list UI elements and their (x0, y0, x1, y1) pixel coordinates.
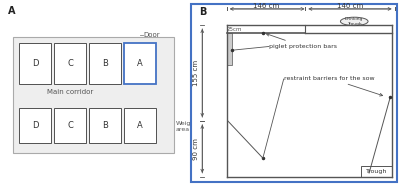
Text: 155 cm: 155 cm (193, 60, 199, 86)
Bar (124, 43, 156, 84)
Text: C: C (67, 59, 73, 68)
Text: Drinking
Trough: Drinking Trough (345, 17, 363, 26)
Text: D: D (32, 59, 38, 68)
Text: A: A (137, 59, 143, 68)
Text: restraint barriers for the sow: restraint barriers for the sow (284, 76, 383, 96)
Bar (89, 43, 121, 84)
Ellipse shape (340, 17, 368, 25)
Bar (227, 33, 232, 65)
Text: 140 cm: 140 cm (337, 3, 363, 9)
Bar (54, 43, 86, 84)
Text: piglet protection bars: piglet protection bars (266, 33, 337, 49)
Bar (124, 108, 156, 143)
Text: B: B (199, 7, 207, 17)
Bar (19, 108, 51, 143)
Text: B: B (102, 59, 108, 68)
Text: D: D (32, 121, 38, 130)
Text: A: A (137, 121, 143, 130)
Bar (14, 37, 174, 153)
Bar (360, 166, 393, 177)
Bar (19, 43, 51, 84)
Bar (89, 108, 121, 143)
Text: Door: Door (144, 32, 160, 38)
Text: 146 cm: 146 cm (253, 3, 279, 9)
Text: C: C (67, 121, 73, 130)
Text: Trough: Trough (366, 169, 387, 174)
Text: Weighing
area: Weighing area (176, 121, 205, 132)
Text: Main corridor: Main corridor (47, 89, 93, 95)
Text: 90 cm: 90 cm (193, 138, 199, 160)
Text: 25cm: 25cm (227, 27, 243, 32)
Text: B: B (102, 121, 108, 130)
Bar (54, 108, 86, 143)
Text: A: A (8, 6, 15, 16)
